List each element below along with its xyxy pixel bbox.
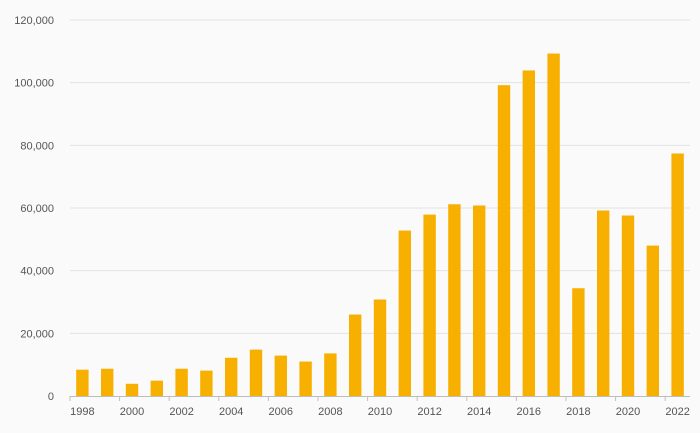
bar-2020 xyxy=(621,215,635,396)
bar-2021 xyxy=(646,245,659,396)
y-tick-label: 100,000 xyxy=(14,78,54,90)
bar-2022 xyxy=(671,153,684,396)
bar-2018 xyxy=(572,288,585,396)
bar-2008 xyxy=(324,353,337,396)
bar-2019 xyxy=(597,210,610,396)
bar-2015 xyxy=(497,85,511,397)
x-tick-label: 2002 xyxy=(169,406,193,418)
x-tick-label: 2022 xyxy=(665,406,689,418)
y-axis-tick-labels: 0 20,000 40,000 60,000 80,000 100,000 120,000 xyxy=(14,15,54,403)
bar-2001 xyxy=(150,380,163,396)
bar-2006 xyxy=(274,355,287,396)
bar-2010 xyxy=(373,299,387,396)
bar-2000 xyxy=(125,383,139,396)
bar-2011 xyxy=(398,230,411,396)
grid-lines xyxy=(70,19,690,334)
y-tick-label: 60,000 xyxy=(20,203,54,215)
x-tick-label: 2008 xyxy=(318,406,342,418)
bar-2007 xyxy=(299,361,312,396)
x-tick-label: 2000 xyxy=(120,406,144,418)
y-tick-label: 20,000 xyxy=(20,328,54,340)
bar-2013 xyxy=(448,204,461,396)
bar-2009 xyxy=(349,314,362,396)
bar-2004 xyxy=(225,357,238,396)
x-tick-label: 2018 xyxy=(566,406,590,418)
y-tick-label: 0 xyxy=(48,391,54,403)
x-tick-label: 2016 xyxy=(517,406,541,418)
y-tick-label: 80,000 xyxy=(20,140,54,152)
x-tick-label: 2020 xyxy=(616,406,640,418)
x-tick-label: 2014 xyxy=(467,406,491,418)
bar-2003 xyxy=(200,370,213,396)
bar-2012 xyxy=(423,214,436,396)
x-axis-tick-labels: 1998 2000 2002 2004 2006 2008 2010 2012 2014 2016… xyxy=(69,396,690,418)
bar-1999 xyxy=(101,368,114,396)
bar-2005 xyxy=(249,349,263,396)
bar-2017 xyxy=(547,53,560,396)
x-tick-label: 2010 xyxy=(368,406,392,418)
bar-2016 xyxy=(522,70,535,396)
bar-2002 xyxy=(175,368,188,396)
x-tick-label: 1998 xyxy=(70,406,94,418)
x-tick-label: 2004 xyxy=(219,406,243,418)
y-tick-label: 120,000 xyxy=(14,15,54,27)
x-tick-label: 2012 xyxy=(417,406,441,418)
bar-1998 xyxy=(76,369,89,396)
y-tick-label: 40,000 xyxy=(20,266,54,278)
bars xyxy=(76,53,684,397)
bar-2014 xyxy=(473,205,486,396)
x-tick-label: 2006 xyxy=(269,406,293,418)
